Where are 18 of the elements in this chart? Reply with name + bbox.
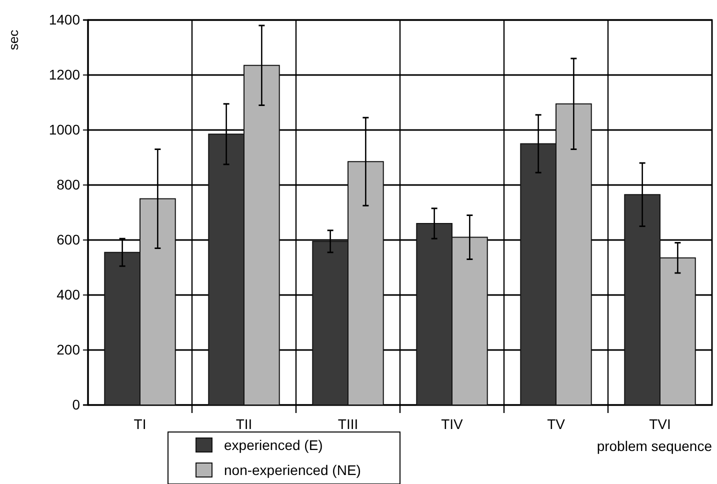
x-tick-label: TVI (649, 416, 671, 432)
y-tick-label: 800 (56, 176, 80, 192)
legend-label: non-experienced (NE) (224, 462, 361, 478)
y-tick-label: 1200 (48, 66, 80, 82)
x-tick-label: TII (236, 416, 252, 432)
y-tick-label: 1000 (48, 121, 80, 138)
legend-label: experienced (E) (224, 437, 323, 453)
x-tick-label: TIV (441, 416, 464, 432)
y-axis-title: sec (6, 29, 21, 50)
y-tick-label: 1400 (48, 11, 80, 28)
y-tick-label: 200 (56, 341, 80, 358)
x-tick-label: TIII (338, 416, 358, 432)
y-tick-label: 400 (56, 286, 80, 302)
x-tick-label: TI (134, 416, 146, 432)
y-tick-label: 0 (72, 396, 80, 412)
y-tick-label: 600 (56, 231, 80, 248)
x-tick-label: TV (547, 416, 566, 432)
x-axis-title: problem sequence (596, 438, 712, 454)
